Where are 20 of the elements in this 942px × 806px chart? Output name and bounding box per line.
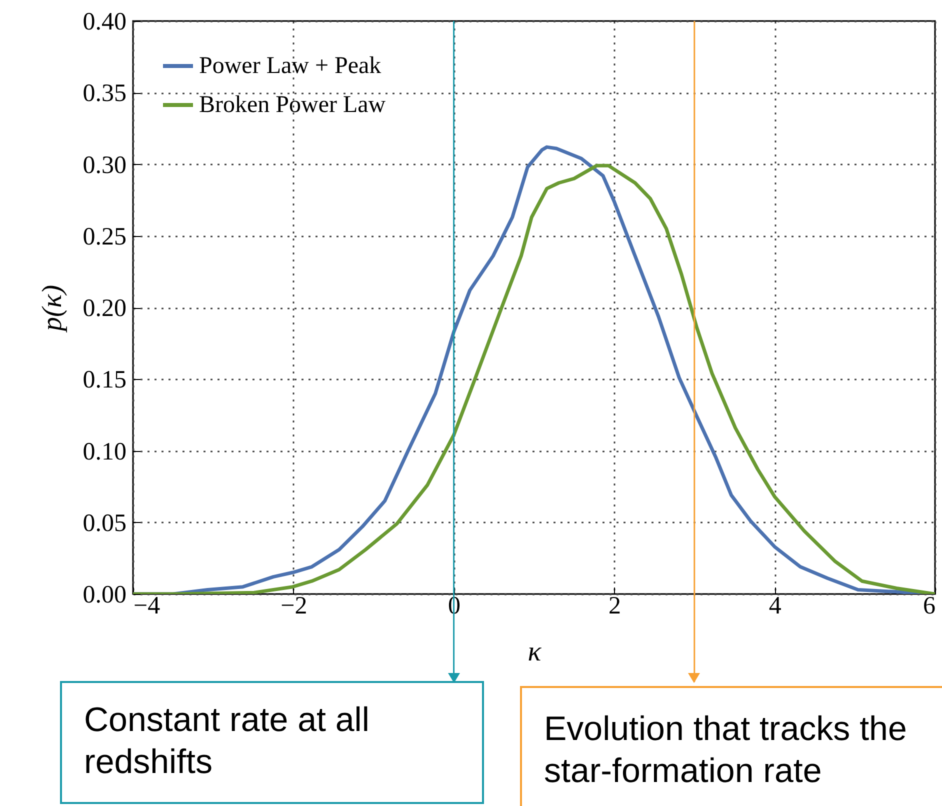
x-tick-label: 4 <box>768 592 782 620</box>
callout-box: Constant rate at all redshifts <box>60 681 484 804</box>
y-tick-label: 0.00 <box>82 582 126 608</box>
legend-label: Broken Power Law <box>199 92 386 118</box>
x-tick-label: 6 <box>923 592 936 620</box>
legend-label: Power Law + Peak <box>199 53 382 79</box>
y-axis-title: p(κ) <box>36 284 68 334</box>
y-tick-label: 0.30 <box>82 152 126 179</box>
x-tick-label: −4 <box>134 592 161 620</box>
y-tick-label: 0.35 <box>82 80 126 108</box>
x-tick-label: 2 <box>608 592 621 620</box>
y-tick-label: 0.40 <box>82 8 126 36</box>
y-tick-label: 0.25 <box>82 223 126 250</box>
x-tick-label: −2 <box>280 592 308 620</box>
x-axis-title: κ <box>528 636 542 668</box>
y-tick-label: 0.15 <box>82 366 126 394</box>
y-tick-label: 0.05 <box>82 510 126 537</box>
y-tick-label: 0.10 <box>82 438 126 466</box>
y-tick-label: 0.20 <box>82 295 126 322</box>
callout-box: Evolution that tracks the star-formation rate <box>520 686 942 806</box>
